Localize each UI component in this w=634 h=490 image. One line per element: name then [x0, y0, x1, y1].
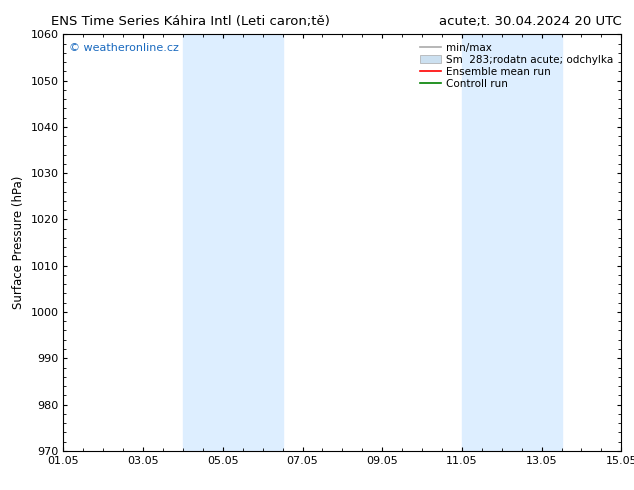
- Text: acute;t. 30.04.2024 20 UTC: acute;t. 30.04.2024 20 UTC: [439, 15, 621, 28]
- Y-axis label: Surface Pressure (hPa): Surface Pressure (hPa): [12, 176, 25, 309]
- Legend: min/max, Sm  283;rodatn acute; odchylka, Ensemble mean run, Controll run: min/max, Sm 283;rodatn acute; odchylka, …: [417, 40, 616, 92]
- Text: © weatheronline.cz: © weatheronline.cz: [69, 43, 179, 52]
- Bar: [183, 34, 283, 451]
- Text: ENS Time Series Káhira Intl (Leti caron;tě): ENS Time Series Káhira Intl (Leti caron;…: [51, 15, 330, 28]
- Bar: [462, 34, 562, 451]
